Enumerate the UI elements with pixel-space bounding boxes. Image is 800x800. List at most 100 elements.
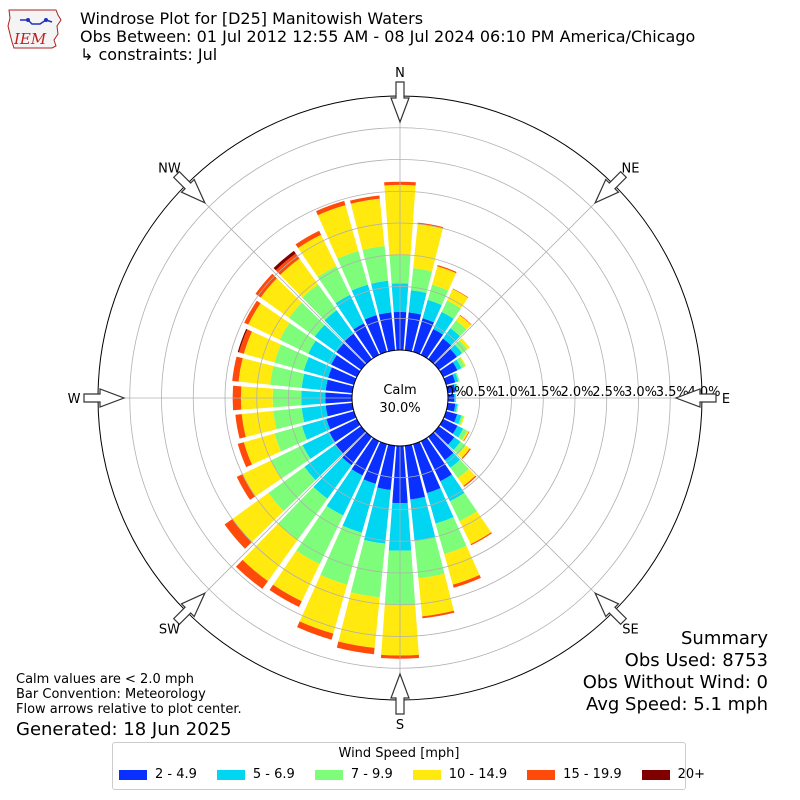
legend-item: 20+ [641, 767, 706, 782]
windrose-bar-segment [224, 518, 252, 549]
windrose-bar-segment [350, 198, 385, 250]
windrose-bar-segment [459, 314, 472, 325]
obs-without-wind: Obs Without Wind: 0 [582, 672, 768, 693]
windrose-bar-segment [446, 384, 456, 394]
windrose-bar-segment [461, 430, 469, 442]
windrose-bar-segment [326, 411, 357, 430]
windrose-bar-segment [428, 338, 452, 364]
windrose-bar-segment [459, 415, 465, 426]
windrose-bar-segment [454, 414, 462, 425]
legend-title: Wind Speed [mph] [338, 746, 460, 761]
windrose-bar-segment [413, 441, 441, 494]
windrose-bar-segment [316, 200, 346, 216]
direction-labels: N NE E SE S SW W NW [68, 66, 731, 733]
calm-label: Calm [383, 383, 416, 398]
legend-item: 5 - 6.9 [216, 767, 295, 782]
windrose-bar-segment [326, 469, 363, 516]
generated-date: Generated: 18 Jun 2025 [16, 719, 232, 740]
windrose-bar-segment [342, 432, 372, 466]
legend-swatch [527, 769, 556, 780]
windrose-bar-segment [353, 323, 380, 359]
windrose-bar-segment [439, 418, 458, 434]
notes-block: Calm values are < 2.0 mph Bar Convention… [16, 672, 242, 717]
windrose-bar-segment [444, 452, 461, 468]
windrose-bar-segment [377, 444, 396, 490]
legend-label: 7 - 9.9 [350, 767, 393, 782]
windrose-bar-segment [313, 457, 352, 499]
angular-gridline [186, 184, 367, 365]
windrose-bar-segment [437, 265, 457, 274]
windrose-bar-segment [441, 300, 461, 319]
direction-label: E [722, 392, 730, 407]
iowa-state-outline-icon: IEM [7, 9, 62, 49]
windrose-bar-segment [273, 250, 296, 271]
calm-circle [351, 349, 449, 447]
windrose-bar-segment [338, 592, 380, 648]
legend-label: 10 - 14.9 [448, 767, 508, 782]
legend-label: 20+ [677, 767, 706, 782]
windrose-bar-segment [458, 428, 468, 440]
windrose-bar-segment [302, 432, 336, 459]
windrose-bar-segment [271, 445, 311, 479]
windrose-bar-segment [325, 402, 354, 417]
windrose-bar-segment [418, 573, 454, 617]
windrose-bar-segment [463, 475, 477, 487]
radial-tick-label: 3.0% [624, 385, 657, 400]
windrose-bar-segment [302, 284, 337, 321]
windrose-bar-segment [443, 374, 456, 385]
windrose-bar-segment [279, 322, 316, 354]
calm-value: 30.0% [379, 401, 420, 416]
windrose-bar-segment [434, 426, 455, 445]
windrose-bar-segment [242, 523, 298, 582]
windrose-bar-segment [426, 488, 454, 524]
windrose-bar-segment [235, 414, 246, 439]
avg-speed: Avg Speed: 5.1 mph [586, 694, 768, 715]
windrose-bar-segment [298, 234, 337, 277]
windrose-bar-segment [427, 284, 449, 305]
windrose-bar-segment [450, 344, 463, 357]
radial-tick-label: 1.5% [529, 385, 562, 400]
constraints: ↳ constraints: Jul [80, 45, 218, 64]
radial-tick-label: 2.5% [592, 385, 625, 400]
windrose-bar-segment [410, 496, 436, 541]
windrose-bar-segment [433, 311, 454, 335]
wind-arrow-icon [172, 591, 207, 626]
windrose-bar-segment [435, 517, 467, 555]
windrose-bar-segment [448, 437, 461, 451]
wind-arrow-icon [674, 388, 717, 408]
windrose-bar-segment [452, 373, 459, 383]
legend-items: 2 - 4.9 5 - 6.9 7 - 9.9 10 - 14.9 15 - 1… [119, 767, 725, 782]
windrose-bar-segment [452, 574, 481, 588]
arrow-shape [593, 591, 628, 626]
windrose-bar-segment [457, 468, 476, 486]
legend-item: 7 - 9.9 [314, 767, 393, 782]
calm-note: Calm values are < 2.0 mph [16, 672, 195, 687]
direction-arrows [83, 81, 717, 715]
summary-block: Summary Obs Used: 8753 Obs Without Wind:… [583, 628, 768, 716]
windrose-bar-segment [325, 379, 354, 394]
arrow-shape [390, 672, 410, 715]
arrow-shape [83, 388, 126, 408]
angular-gridline [433, 431, 614, 612]
windrose-bar-segment [432, 266, 457, 291]
windrose-bar-segment [329, 418, 361, 443]
windrose-bar-segment [268, 466, 316, 512]
windrose-bar-segment [248, 303, 290, 340]
windrose-bar-segment [440, 474, 465, 502]
windrose-bar-segment [288, 302, 325, 337]
windrose-bar-segment [414, 536, 445, 579]
iem-logo: IEM [6, 6, 62, 52]
convention-note: Bar Convention: Meteorology [16, 687, 206, 702]
windrose-bar-segment [452, 359, 462, 371]
windrose-bar-segment [232, 356, 243, 382]
arrow-shape [593, 170, 628, 205]
legend-swatch [412, 769, 441, 780]
windrose-bar-segment [459, 337, 470, 350]
windrose-bar-segment [453, 403, 458, 413]
wind-arrow-icon [390, 81, 410, 124]
direction-label: NE [622, 161, 640, 176]
windrose-bar-segment [456, 357, 465, 369]
windrose-bar-segment [422, 610, 455, 619]
windrose-bar-segment [337, 250, 368, 291]
angular-gridline [433, 184, 614, 365]
